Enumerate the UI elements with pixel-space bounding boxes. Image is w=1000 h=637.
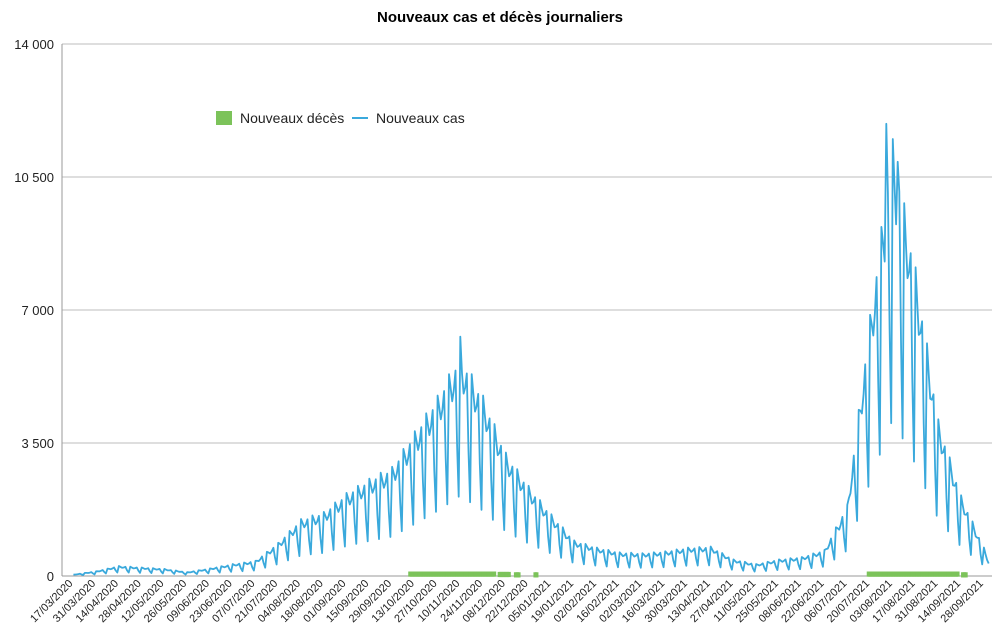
y-tick-label: 10 500	[14, 170, 54, 185]
legend-marker-deaths	[216, 111, 232, 125]
chart-title: Nouveaux cas et décès journaliers	[377, 9, 623, 26]
death-marker	[964, 572, 968, 578]
legend-label-deaths: Nouveaux décès	[240, 110, 344, 126]
y-tick-label: 7 000	[21, 303, 54, 318]
death-marker	[956, 571, 960, 577]
y-tick-label: 3 500	[21, 436, 54, 451]
death-marker	[492, 571, 497, 577]
y-tick-label: 0	[47, 569, 54, 584]
death-marker	[517, 572, 521, 578]
y-tick-label: 14 000	[14, 37, 54, 52]
legend-label-cases: Nouveaux cas	[376, 110, 465, 126]
death-marker	[507, 571, 511, 578]
death-marker	[535, 572, 539, 578]
cases-series-line	[73, 122, 990, 576]
